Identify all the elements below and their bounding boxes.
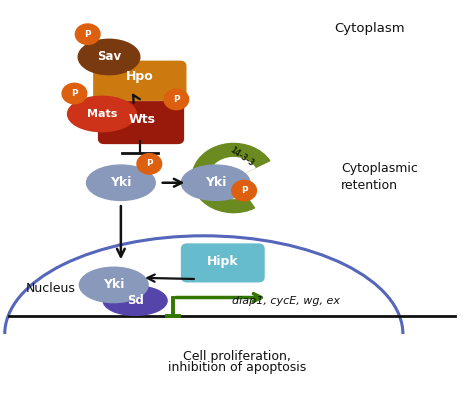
Text: Sd: Sd xyxy=(127,294,144,307)
FancyBboxPatch shape xyxy=(94,61,186,100)
Text: inhibition of apoptosis: inhibition of apoptosis xyxy=(168,361,306,374)
Text: diap1, cycE, wg, ex: diap1, cycE, wg, ex xyxy=(232,296,340,306)
Text: P: P xyxy=(84,30,91,39)
Text: Yki: Yki xyxy=(110,176,132,189)
Ellipse shape xyxy=(181,165,250,200)
Text: Cytoplasm: Cytoplasm xyxy=(335,22,405,35)
Text: 14-3-3: 14-3-3 xyxy=(228,145,256,168)
Text: Sav: Sav xyxy=(97,50,121,64)
Circle shape xyxy=(62,83,87,104)
Ellipse shape xyxy=(78,39,140,75)
Circle shape xyxy=(137,154,162,174)
Text: P: P xyxy=(241,186,247,195)
Text: Hipk: Hipk xyxy=(207,255,238,268)
Ellipse shape xyxy=(79,267,148,303)
Text: Nucleus: Nucleus xyxy=(26,282,76,296)
Wedge shape xyxy=(209,158,255,198)
FancyBboxPatch shape xyxy=(182,244,264,282)
Text: Mats: Mats xyxy=(87,109,117,119)
Wedge shape xyxy=(192,143,270,213)
Text: Hpo: Hpo xyxy=(126,70,154,83)
Text: Cytoplasmic
retention: Cytoplasmic retention xyxy=(341,162,418,192)
Text: P: P xyxy=(173,95,180,104)
Text: P: P xyxy=(146,160,153,168)
Circle shape xyxy=(232,180,256,201)
Circle shape xyxy=(164,89,189,110)
Text: Yki: Yki xyxy=(205,176,227,189)
FancyBboxPatch shape xyxy=(99,102,183,143)
Ellipse shape xyxy=(86,165,155,200)
Circle shape xyxy=(75,24,100,44)
Text: Cell proliferation,: Cell proliferation, xyxy=(183,350,291,363)
Text: Yki: Yki xyxy=(103,278,125,292)
Text: P: P xyxy=(71,89,78,98)
Ellipse shape xyxy=(67,96,136,132)
Ellipse shape xyxy=(103,286,167,315)
Text: Wts: Wts xyxy=(129,113,155,127)
